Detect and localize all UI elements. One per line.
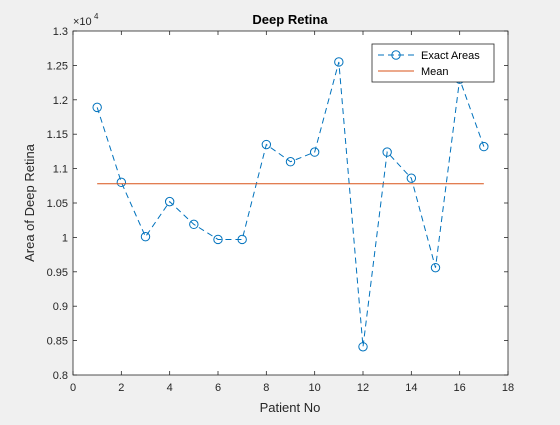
legend-marker-exact-areas — [391, 50, 401, 60]
y-tick-label: 0.85 — [47, 336, 68, 348]
legend-box — [371, 43, 495, 83]
y-tick-label: 0.8 — [53, 370, 68, 382]
data-point — [334, 57, 344, 67]
x-tick-label: 0 — [70, 382, 76, 394]
x-tick-label: 14 — [405, 382, 417, 394]
x-ticks: 0 2 4 6 8 10 12 14 16 18 — [70, 31, 514, 394]
legend-label-mean: Mean — [421, 66, 449, 78]
y-tick-label: 1.25 — [47, 60, 68, 72]
y-tick-label: 0.95 — [47, 267, 68, 279]
x-tick-label: 18 — [502, 382, 514, 394]
legend: Exact Areas Mean — [371, 43, 495, 83]
data-point — [358, 342, 368, 352]
y-tick-label: 1.1 — [53, 164, 68, 176]
data-point — [285, 157, 296, 167]
y-exponent-power: 4 — [94, 12, 99, 21]
x-tick-label: 16 — [454, 382, 466, 394]
plot-area — [73, 31, 508, 375]
data-point — [309, 147, 320, 157]
chart-title: Deep Retina — [252, 12, 328, 27]
data-point — [261, 139, 272, 150]
x-tick-label: 12 — [357, 382, 369, 394]
data-point — [406, 173, 417, 183]
data-point — [479, 141, 489, 152]
x-tick-label: 10 — [309, 382, 321, 394]
x-axis-label: Patient No — [260, 400, 321, 415]
data-point — [189, 219, 199, 230]
series-layer — [92, 57, 489, 352]
y-tick-label: 0.9 — [53, 301, 68, 313]
data-point — [116, 177, 127, 188]
y-tick-label: 1.3 — [53, 26, 68, 38]
data-point — [430, 262, 441, 273]
data-point — [213, 234, 223, 245]
data-point — [92, 102, 102, 113]
data-point — [140, 232, 151, 242]
x-tick-label: 4 — [167, 382, 173, 394]
x-tick-label: 8 — [263, 382, 269, 394]
y-axis-label: Area of Deep Retina — [22, 143, 37, 262]
data-point — [382, 147, 392, 157]
y-tick-label: 1.2 — [53, 95, 68, 107]
y-tick-label: 1 — [62, 232, 68, 244]
x-tick-label: 6 — [215, 382, 221, 394]
x-tick-label: 2 — [118, 382, 124, 394]
legend-label-exact-areas: Exact Areas — [421, 50, 480, 62]
data-point — [164, 196, 175, 207]
y-exponent-base: ×10 — [73, 16, 92, 28]
y-tick-label: 1.15 — [47, 129, 68, 141]
data-point — [237, 234, 247, 245]
y-ticks: 0.8 0.85 0.9 0.95 1 1.05 1.1 1.15 1.2 1.25 1.3 — [47, 26, 508, 382]
y-tick-label: 1.05 — [47, 198, 68, 210]
series-line-exact-areas — [96, 61, 485, 347]
